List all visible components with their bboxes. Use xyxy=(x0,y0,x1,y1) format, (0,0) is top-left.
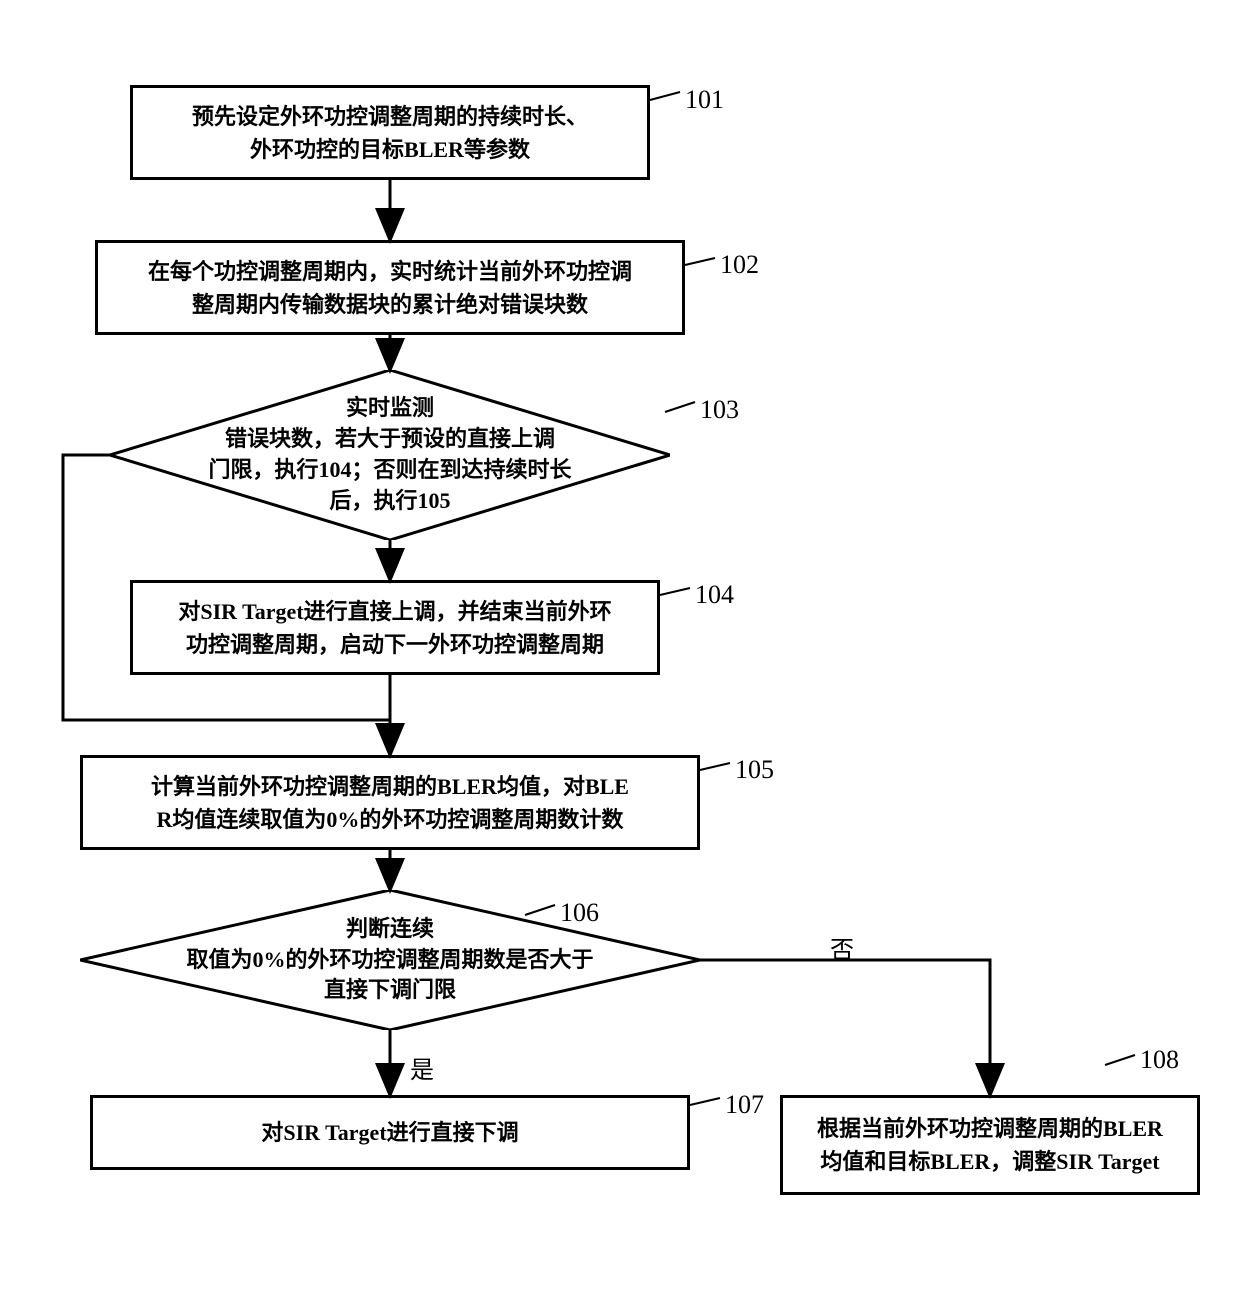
process-text: 对SIR Target进行直接上调，并结束当前外环功控调整周期，启动下一外环功控… xyxy=(178,595,611,661)
process-box-104: 对SIR Target进行直接上调，并结束当前外环功控调整周期，启动下一外环功控… xyxy=(130,580,660,675)
decision-diamond-103: 实时监测错误块数，若大于预设的直接上调门限，执行104；否则在到达持续时长后，执… xyxy=(110,370,670,540)
decision-text: 判断连续取值为0%的外环功控调整周期数是否大于直接下调门限 xyxy=(186,914,593,1006)
step-label-101: 101 xyxy=(685,85,724,115)
process-text: 在每个功控调整周期内，实时统计当前外环功控调整周期内传输数据块的累计绝对错误块数 xyxy=(148,255,632,321)
step-label-102: 102 xyxy=(720,250,759,280)
decision-text: 实时监测错误块数，若大于预设的直接上调门限，执行104；否则在到达持续时长后，执… xyxy=(208,393,571,516)
step-label-108: 108 xyxy=(1140,1045,1179,1075)
process-box-105: 计算当前外环功控调整周期的BLER均值，对BLER均值连续取值为0%的外环功控调… xyxy=(80,755,700,850)
edge-label-no: 否 xyxy=(830,930,854,965)
step-label-106: 106 xyxy=(560,898,599,928)
step-label-104: 104 xyxy=(695,580,734,610)
process-text: 根据当前外环功控调整周期的BLER均值和目标BLER，调整SIR Target xyxy=(817,1112,1163,1178)
process-box-101: 预先设定外环功控调整周期的持续时长、外环功控的目标BLER等参数 xyxy=(130,85,650,180)
process-box-107: 对SIR Target进行直接下调 xyxy=(90,1095,690,1170)
decision-diamond-106: 判断连续取值为0%的外环功控调整周期数是否大于直接下调门限 xyxy=(80,890,700,1030)
process-text: 预先设定外环功控调整周期的持续时长、外环功控的目标BLER等参数 xyxy=(192,100,588,166)
process-text: 对SIR Target进行直接下调 xyxy=(261,1116,518,1149)
step-label-107: 107 xyxy=(725,1090,764,1120)
flowchart-canvas: { "type": "flowchart", "background_color… xyxy=(0,0,1240,1291)
step-label-103: 103 xyxy=(700,395,739,425)
process-box-108: 根据当前外环功控调整周期的BLER均值和目标BLER，调整SIR Target xyxy=(780,1095,1200,1195)
step-label-105: 105 xyxy=(735,755,774,785)
process-box-102: 在每个功控调整周期内，实时统计当前外环功控调整周期内传输数据块的累计绝对错误块数 xyxy=(95,240,685,335)
process-text: 计算当前外环功控调整周期的BLER均值，对BLER均值连续取值为0%的外环功控调… xyxy=(151,770,629,836)
edge-label-yes: 是 xyxy=(410,1050,434,1085)
